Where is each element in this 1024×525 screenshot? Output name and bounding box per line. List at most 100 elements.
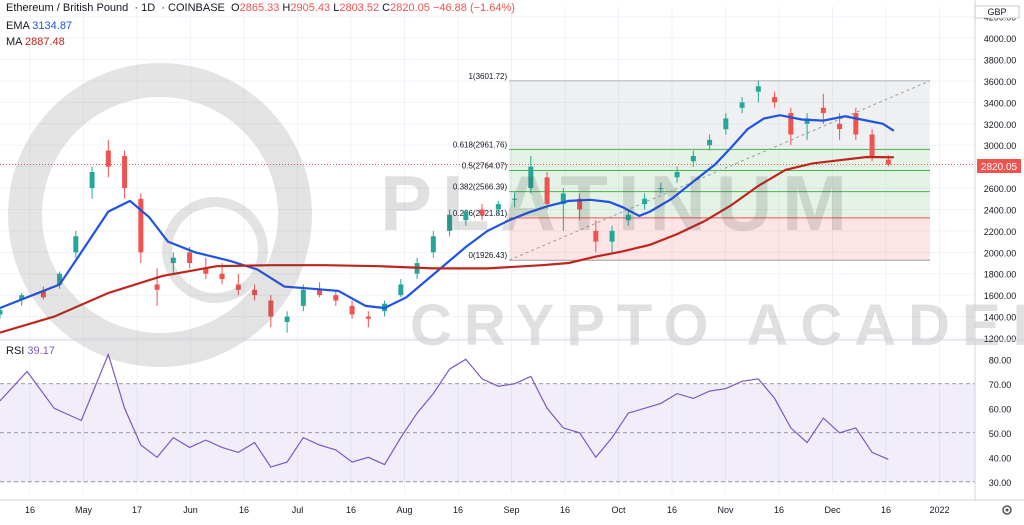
ma-label: MA [6, 36, 22, 48]
candle-body [593, 230, 599, 242]
fib-level-label: 1(3601.72) [468, 72, 507, 81]
rsi-tick-label: 30.00 [989, 478, 1012, 488]
indicator-lines [0, 114, 895, 334]
watermark-line2: CRYPTO ACADEMY [410, 293, 1024, 358]
interval: 1D [141, 2, 156, 14]
candle-body [219, 273, 225, 280]
time-tick-label: 16 [881, 505, 891, 515]
price-tag-label: 2820.05 [981, 162, 1018, 173]
price-tick-label: 2600.00 [984, 184, 1017, 194]
watermark-logo-ring [8, 63, 312, 367]
watermark-line1: PLATINUM [380, 159, 857, 247]
high-value: 2905.43 [290, 2, 331, 14]
time-tick-label: 17 [132, 505, 142, 515]
symbol-header[interactable]: Ethereum / British Pound · 1D · COINBASE… [6, 2, 515, 14]
candle-body [479, 209, 485, 215]
series-line-ma [0, 155, 894, 334]
candle-body [105, 150, 111, 167]
time-tick-label: 16 [453, 505, 463, 515]
fibonacci-retracement[interactable]: 1(3601.72) 0.618(2961.76) 0.5(2764.07) 0.38… [453, 72, 931, 261]
ema-value: 3134.87 [32, 20, 73, 32]
watermark: PLATINUM CRYPTO ACADEMY [8, 63, 1024, 367]
fib-zone [509, 217, 930, 261]
rsi-tick-label: 70.00 [989, 380, 1012, 390]
candle-body [365, 316, 371, 319]
time-tick-label: Sep [503, 505, 519, 515]
candle-body [89, 172, 95, 189]
rsi-pane [0, 352, 975, 483]
price-tick-label: 3600.00 [984, 77, 1017, 87]
time-tick-label: May [75, 505, 93, 515]
candle-body [495, 204, 501, 210]
candle-body [447, 214, 453, 231]
candle-body [138, 198, 144, 253]
candle-body [577, 198, 583, 210]
time-tick-label: 16 [560, 505, 570, 515]
open-value: 2865.33 [239, 2, 280, 14]
grid [0, 6, 975, 494]
low-label: L [333, 2, 340, 14]
ma-legend[interactable]: MA 2887.48 [6, 36, 65, 48]
rsi-legend[interactable]: RSI 39.17 [6, 345, 55, 357]
watermark-logo-coin [162, 197, 268, 303]
currency-badge[interactable] [974, 5, 1020, 19]
candle-body [0, 310, 3, 315]
candle-body [252, 289, 258, 296]
ema-legend[interactable]: EMA 3134.87 [6, 20, 72, 32]
gear-icon[interactable] [1002, 505, 1012, 515]
candle-body [788, 113, 794, 135]
time-tick-label: 16 [25, 505, 35, 515]
rsi-tick-label: 40.00 [989, 453, 1012, 463]
candle-body [690, 155, 696, 162]
change-value: −46.88 (−1.64%) [432, 2, 515, 14]
fib-level-label: 0(1926.43) [468, 251, 507, 260]
candle-body [609, 230, 615, 242]
series-line-ema [0, 114, 895, 310]
candle-body [560, 193, 566, 205]
fib-level-label: 0.618(2961.76) [453, 140, 508, 149]
candle-body [674, 172, 680, 178]
candle-body [187, 252, 193, 264]
open-label: O [231, 2, 240, 14]
candle-body [544, 177, 550, 205]
time-tick-label: 16 [667, 505, 677, 515]
candle-body [512, 198, 518, 200]
candle-body [528, 166, 534, 189]
price-tick-label: 1800.00 [984, 270, 1017, 280]
rsi-tick-label: 80.00 [989, 355, 1012, 365]
time-tick-label: Jul [292, 505, 304, 515]
candle-body [885, 159, 891, 165]
time-tick-label: Nov [717, 505, 734, 515]
candle-body [268, 300, 274, 317]
candle-body [739, 102, 745, 108]
candle-body [755, 86, 761, 92]
rsi-tick-label: 60.00 [989, 404, 1012, 414]
price-tag [977, 159, 1021, 173]
rsi-tick-label: 50.00 [989, 429, 1012, 439]
candle-body [317, 289, 323, 296]
close-label: C [382, 2, 391, 14]
candle-body [235, 284, 241, 290]
candle-body [300, 289, 306, 306]
candle-body [122, 155, 128, 189]
candle-body [73, 236, 79, 253]
price-tick-label: 1200.00 [984, 334, 1017, 344]
price-tick-label: 2400.00 [984, 205, 1017, 215]
candle-body [625, 214, 631, 221]
rsi-value: 39.17 [27, 345, 55, 357]
fib-level-label: 0.382(2566.39) [453, 183, 508, 192]
price-tick-label: 1600.00 [984, 291, 1017, 301]
exchange: COINBASE [168, 2, 225, 14]
rsi-label: RSI [6, 345, 25, 357]
close-value: 2820.05 [390, 2, 430, 14]
candle-body [349, 305, 355, 315]
candle-body [869, 134, 875, 156]
ema-label: EMA [6, 20, 30, 32]
candle-body [40, 290, 46, 298]
price-tick-label: 1400.00 [984, 313, 1017, 323]
time-tick-label: 16 [346, 505, 356, 515]
time-tick-label: Aug [396, 505, 412, 515]
